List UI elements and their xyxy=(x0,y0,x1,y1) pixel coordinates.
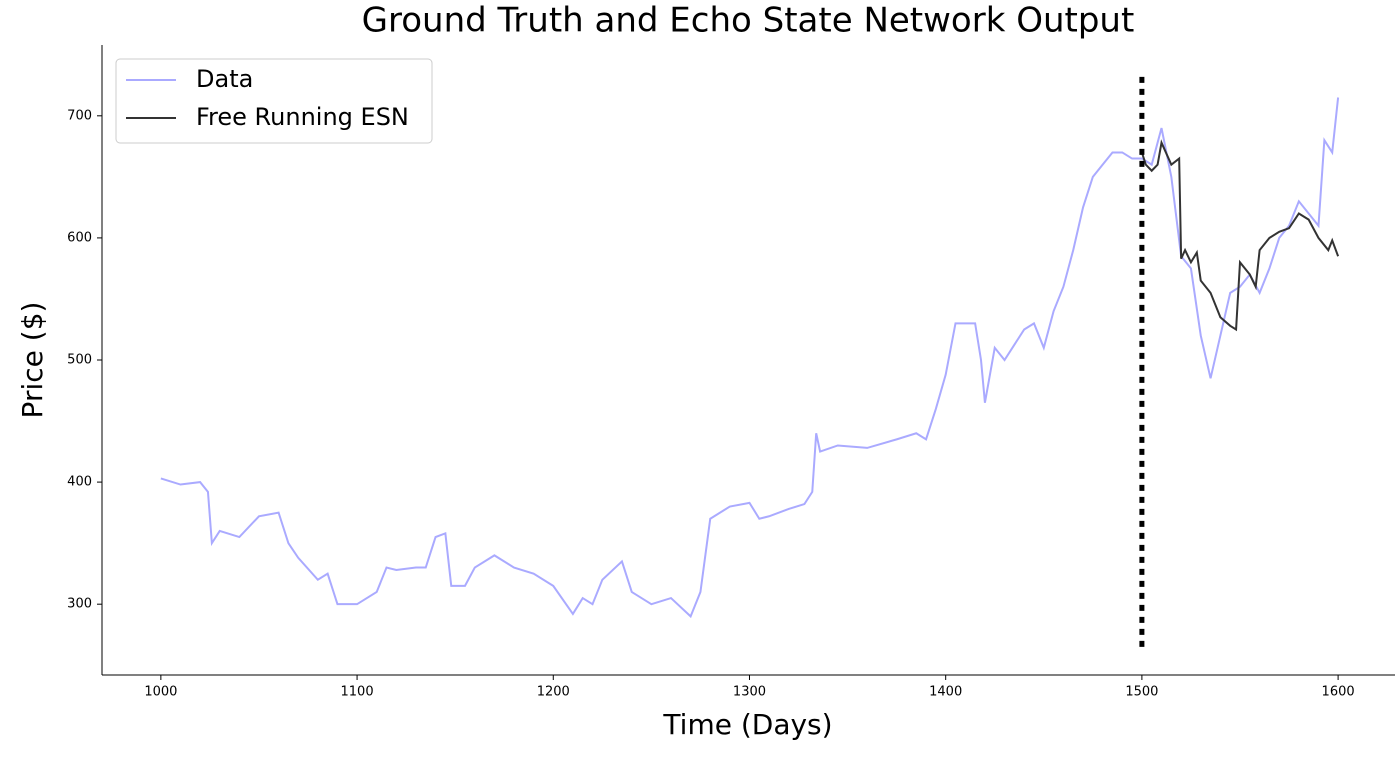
chart-title: Ground Truth and Echo State Network Outp… xyxy=(362,1,1135,41)
y-tick-label: 500 xyxy=(67,353,92,368)
data-line xyxy=(160,97,1340,619)
x-tick-label: 1500 xyxy=(1125,685,1158,700)
x-tick-label: 1400 xyxy=(929,685,962,700)
x-tick-label: 1200 xyxy=(537,685,570,700)
x-tick-label: 1000 xyxy=(144,685,177,700)
x-axis-label: Time (Days) xyxy=(662,708,832,741)
legend-label: Free Running ESN xyxy=(196,103,409,131)
y-tick-label: 600 xyxy=(67,230,92,245)
y-tick-label: 300 xyxy=(67,597,92,612)
y-tick-label: 400 xyxy=(67,475,92,490)
x-tick-label: 1100 xyxy=(341,685,374,700)
data-line xyxy=(1140,139,1340,332)
x-tick-label: 1300 xyxy=(733,685,766,700)
y-axis-label: Price ($) xyxy=(16,302,49,419)
x-tick-label: 1600 xyxy=(1322,685,1355,700)
legend-box xyxy=(115,58,433,144)
legend-label: Data xyxy=(196,65,253,93)
y-tick-label: 700 xyxy=(67,108,92,123)
